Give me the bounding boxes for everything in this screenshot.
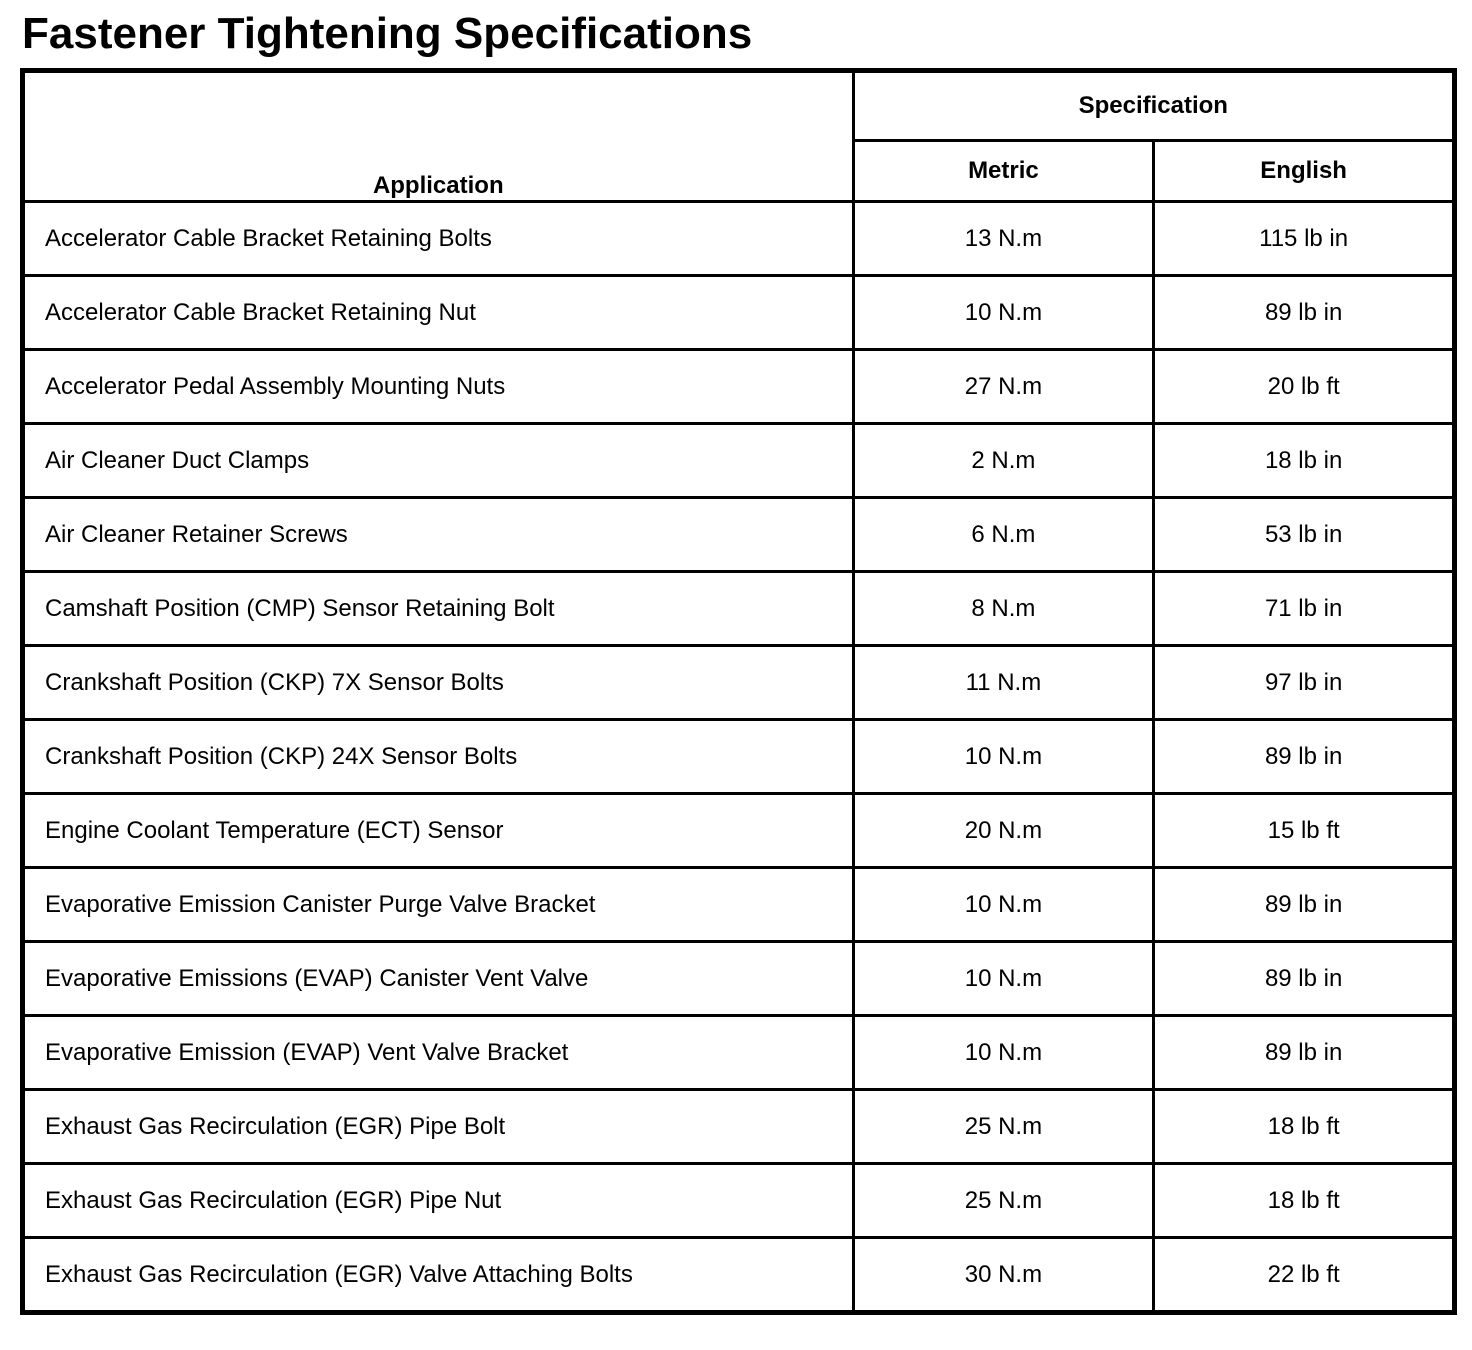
metric-cell: 20 N.m [851,792,1156,870]
application-cell: Exhaust Gas Recirculation (EGR) Pipe Nut [21,1162,855,1240]
english-cell: 89 lb in [1152,866,1456,944]
metric-cell: 10 N.m [851,718,1156,796]
metric-cell: 13 N.m [851,200,1156,278]
table-row: Exhaust Gas Recirculation (EGR) Valve At… [21,1236,1456,1315]
english-cell: 18 lb ft [1152,1088,1456,1166]
english-cell: 15 lb ft [1152,792,1456,870]
application-cell: Accelerator Cable Bracket Retaining Bolt… [21,200,855,278]
application-cell: Air Cleaner Retainer Screws [21,496,855,574]
english-cell: 89 lb in [1152,718,1456,796]
application-cell: Engine Coolant Temperature (ECT) Sensor [21,792,855,870]
metric-cell: 25 N.m [851,1162,1156,1240]
english-cell: 71 lb in [1152,570,1456,648]
application-cell: Camshaft Position (CMP) Sensor Retaining… [21,570,855,648]
application-cell: Exhaust Gas Recirculation (EGR) Valve At… [21,1236,855,1315]
header-row-sub: Metric English [23,139,1456,204]
english-cell: 53 lb in [1152,496,1456,574]
spec-table-header: Application Specification Metric English [21,69,1457,204]
application-cell: Evaporative Emission Canister Purge Valv… [21,866,855,944]
table-row: Camshaft Position (CMP) Sensor Retaining… [21,570,1456,648]
english-cell: 97 lb in [1152,644,1456,722]
metric-cell: 10 N.m [851,1014,1156,1092]
fastener-spec-table: Application Specification Metric English… [20,68,1457,1316]
english-cell: 18 lb ft [1152,1162,1456,1240]
metric-cell: 6 N.m [851,496,1156,574]
table-row: Accelerator Cable Bracket Retaining Nut 1… [21,274,1456,352]
metric-cell: 10 N.m [851,940,1156,1018]
metric-cell: 8 N.m [851,570,1156,648]
page-title: Fastener Tightening Specifications [22,9,753,58]
metric-column-header: Metric [851,139,1156,204]
metric-cell: 11 N.m [851,644,1156,722]
application-cell: Accelerator Cable Bracket Retaining Nut [21,274,855,352]
english-cell: 18 lb in [1152,422,1456,500]
english-cell: 20 lb ft [1152,348,1456,426]
application-cell: Crankshaft Position (CKP) 24X Sensor Bol… [21,718,855,796]
spec-table-body: Accelerator Cable Bracket Retaining Bolt… [21,200,1456,1315]
application-cell: Evaporative Emissions (EVAP) Canister Ve… [21,940,855,1018]
table-row: Accelerator Pedal Assembly Mounting Nuts… [21,348,1456,426]
table-row: Crankshaft Position (CKP) 7X Sensor Bolt… [21,644,1456,722]
english-column-header: English [1152,139,1456,204]
table-row: Accelerator Cable Bracket Retaining Bolt… [21,200,1456,278]
application-cell: Air Cleaner Duct Clamps [21,422,855,500]
table-row: Air Cleaner Duct Clamps 2 N.m 18 lb in [21,422,1456,500]
metric-cell: 30 N.m [851,1236,1156,1315]
english-cell: 89 lb in [1152,940,1456,1018]
table-row: Engine Coolant Temperature (ECT) Sensor 2… [21,792,1456,870]
english-cell: 89 lb in [1152,274,1456,352]
metric-cell: 25 N.m [851,1088,1156,1166]
application-column-header: Application [21,69,855,204]
table-row: Air Cleaner Retainer Screws 6 N.m 53 lb in [21,496,1456,574]
table-row: Exhaust Gas Recirculation (EGR) Pipe Bol… [21,1088,1456,1166]
application-cell: Accelerator Pedal Assembly Mounting Nuts [21,348,855,426]
table-row: Crankshaft Position (CKP) 24X Sensor Bol… [21,718,1456,796]
header-row-top: Application Specification [21,69,1457,204]
english-cell: 115 lb in [1152,200,1456,278]
table-row: Exhaust Gas Recirculation (EGR) Pipe Nut… [21,1162,1456,1240]
specification-column-header: Specification [851,69,1457,143]
english-cell: 22 lb ft [1152,1236,1456,1315]
metric-cell: 10 N.m [851,274,1156,352]
table-row: Evaporative Emission Canister Purge Valv… [21,866,1456,944]
table-row: Evaporative Emissions (EVAP) Canister Ve… [21,940,1456,1018]
metric-cell: 2 N.m [851,422,1156,500]
metric-cell: 27 N.m [851,348,1156,426]
application-cell: Crankshaft Position (CKP) 7X Sensor Bolt… [21,644,855,722]
application-cell: Evaporative Emission (EVAP) Vent Valve B… [21,1014,855,1092]
english-cell: 89 lb in [1152,1014,1456,1092]
table-row: Evaporative Emission (EVAP) Vent Valve B… [21,1014,1456,1092]
metric-cell: 10 N.m [851,866,1156,944]
application-cell: Exhaust Gas Recirculation (EGR) Pipe Bol… [21,1088,855,1166]
